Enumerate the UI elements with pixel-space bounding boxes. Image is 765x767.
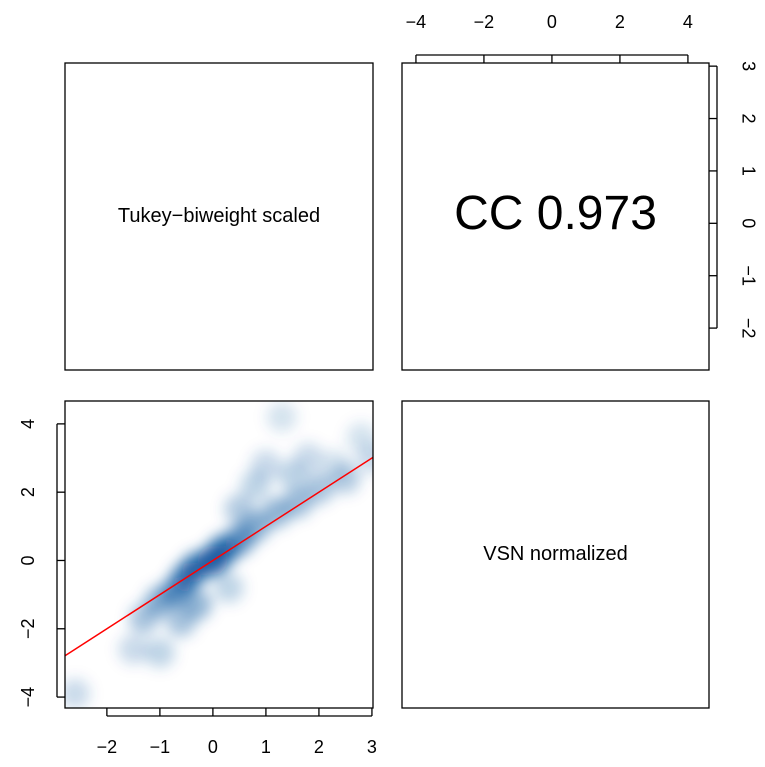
panel-frame: [64, 400, 374, 709]
density-blur: [65, 402, 373, 708]
y-tick-label: 2: [18, 487, 38, 497]
density-blob: [213, 572, 244, 603]
density-blob: [65, 678, 91, 708]
x-tick-label: 1: [261, 737, 271, 757]
panel-label: Tukey−biweight scaled: [118, 205, 320, 227]
x-tick-label: 2: [615, 12, 625, 32]
x-tick-label: 0: [208, 737, 218, 757]
density-blob: [224, 494, 255, 525]
y-tick-label: −4: [18, 687, 38, 708]
x-tick-label: 0: [547, 12, 557, 32]
fit-line: [65, 456, 373, 657]
density-blob: [319, 449, 350, 480]
y-tick-label: 2: [738, 114, 758, 124]
density-blob: [250, 449, 281, 480]
density-layer: [65, 402, 373, 708]
density-blob: [277, 460, 308, 491]
x-tick-label: −2: [97, 737, 118, 757]
x-tick-label: −2: [474, 12, 495, 32]
density-blob: [166, 606, 197, 637]
panel-frame: [401, 400, 710, 709]
x-tick-label: −4: [406, 12, 427, 32]
correlation-label: CC 0.973: [454, 187, 657, 240]
x-tick-label: 2: [314, 737, 324, 757]
x-tick-label: 4: [683, 12, 693, 32]
y-tick-label: −1: [738, 265, 758, 286]
y-tick-label: 0: [18, 555, 38, 565]
x-tick-label: 3: [367, 737, 377, 757]
panel-frame: [64, 62, 374, 371]
y-tick-label: 1: [738, 166, 758, 176]
density-blob: [144, 637, 175, 668]
panel-label: VSN normalized: [483, 543, 628, 565]
y-tick-label: 4: [18, 419, 38, 429]
y-tick-label: −2: [738, 318, 758, 339]
density-blob: [118, 634, 149, 665]
y-tick-label: 0: [738, 218, 758, 228]
y-tick-label: 3: [738, 61, 758, 71]
x-tick-label: −1: [150, 737, 171, 757]
density-blob: [266, 402, 297, 433]
panel-frame: [401, 62, 710, 371]
y-tick-label: −2: [18, 619, 38, 640]
